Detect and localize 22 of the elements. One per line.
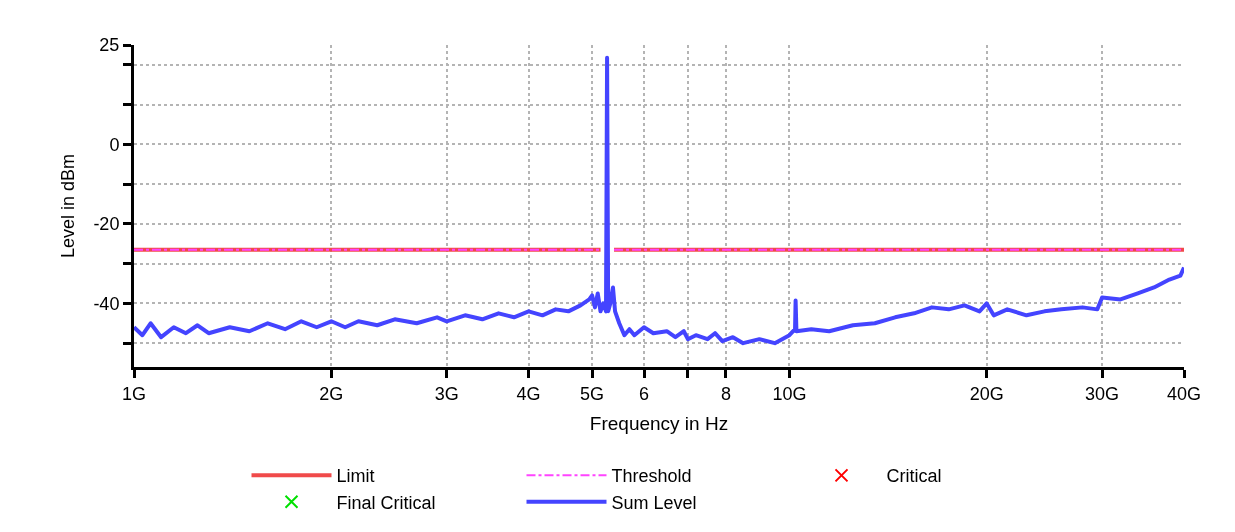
x-tick-label: 8 bbox=[720, 383, 731, 404]
y-tick-label: 0 bbox=[109, 134, 120, 155]
legend-label: Threshold bbox=[611, 466, 692, 487]
x-tick-label: 10G bbox=[772, 383, 807, 404]
x-tick-label: 20G bbox=[969, 383, 1004, 404]
x-tick-label: 2G bbox=[319, 383, 344, 404]
legend-label: Limit bbox=[336, 466, 375, 487]
x-tick-label: 5G bbox=[580, 383, 605, 404]
x-tick-label: 30G bbox=[1085, 383, 1120, 404]
legend-label: Critical bbox=[886, 466, 942, 487]
y-tick-label: -20 bbox=[93, 214, 120, 235]
x-tick-label: 3G bbox=[434, 383, 459, 404]
x-tick-label: 6 bbox=[639, 383, 650, 404]
y-tick-label: -40 bbox=[93, 293, 120, 314]
y-axis-title: Level in dBm bbox=[57, 153, 78, 259]
x-tick-label: 4G bbox=[516, 383, 541, 404]
x-axis-title: Frequency in Hz bbox=[589, 413, 729, 435]
x-tick-label: 1G bbox=[121, 383, 147, 404]
legend-label: Final Critical bbox=[336, 492, 436, 513]
x-tick-label: 40G bbox=[1166, 383, 1202, 404]
legend-label: Sum Level bbox=[611, 492, 697, 513]
y-tick-label: 25 bbox=[99, 35, 120, 56]
